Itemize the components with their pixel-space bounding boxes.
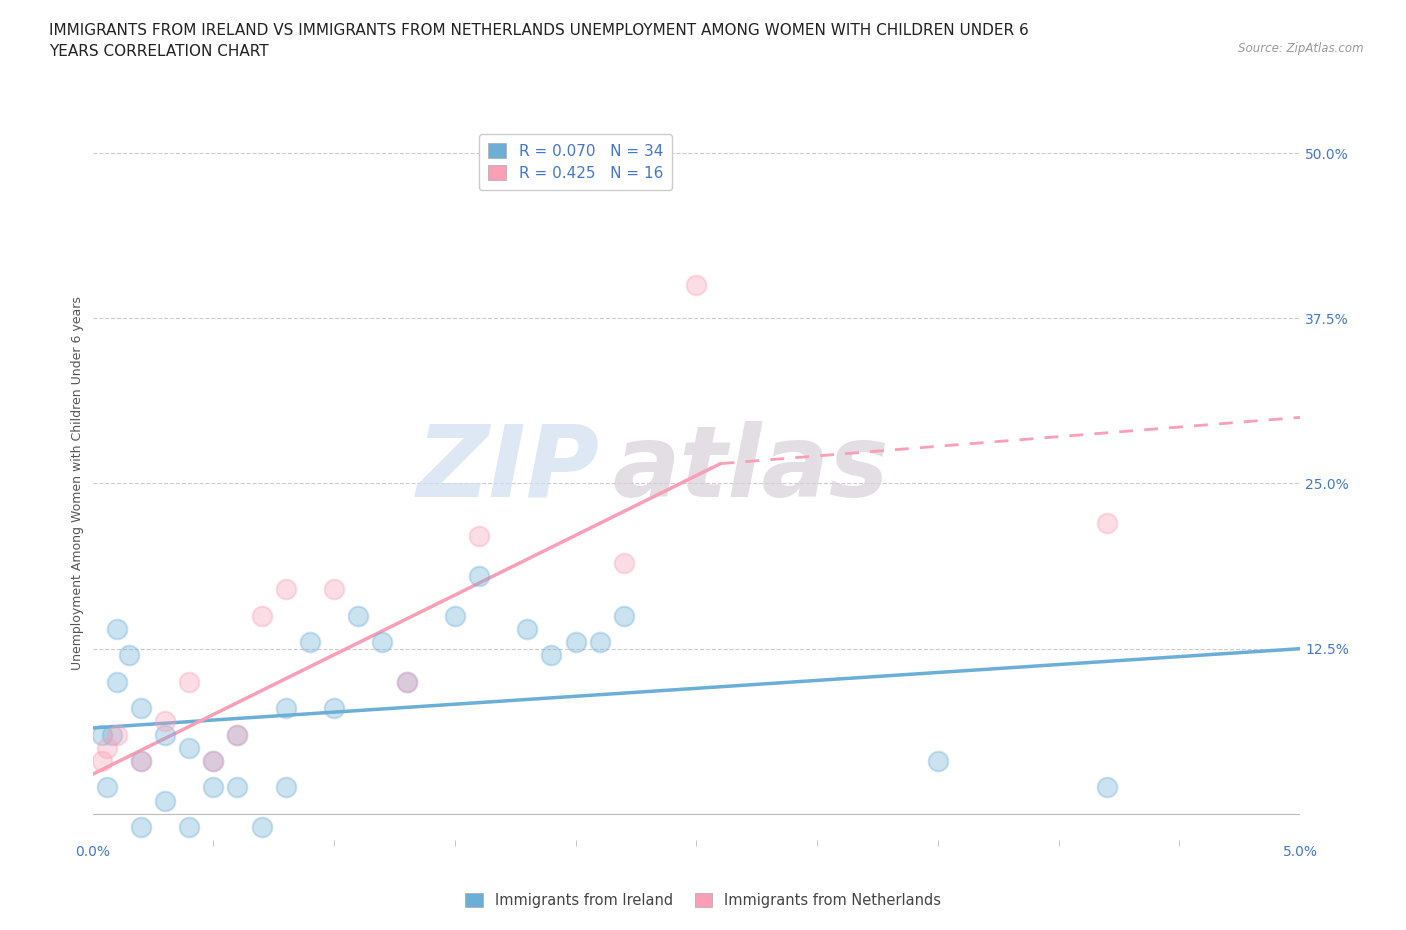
Legend: Immigrants from Ireland, Immigrants from Netherlands: Immigrants from Ireland, Immigrants from… <box>460 886 946 913</box>
Point <box>105 674 128 689</box>
Text: ZIP: ZIP <box>416 420 600 518</box>
Point <box>118 648 141 663</box>
Point <box>395 674 418 689</box>
Point <box>202 780 225 795</box>
Point <box>91 753 114 768</box>
Point <box>589 634 612 649</box>
Point <box>927 753 949 768</box>
Point <box>226 780 249 795</box>
Point <box>323 582 346 597</box>
Point <box>129 700 152 715</box>
Point <box>250 819 273 834</box>
Point <box>96 740 118 755</box>
Point <box>202 753 225 768</box>
Point <box>274 780 297 795</box>
Point <box>1095 515 1118 530</box>
Point <box>101 727 124 742</box>
Point <box>153 727 176 742</box>
Point <box>202 753 225 768</box>
Point <box>250 608 273 623</box>
Point <box>91 727 114 742</box>
Point <box>298 634 321 649</box>
Point <box>468 568 491 583</box>
Point <box>129 819 152 834</box>
Point <box>685 278 707 293</box>
Y-axis label: Unemployment Among Women with Children Under 6 years: Unemployment Among Women with Children U… <box>72 297 84 671</box>
Text: Source: ZipAtlas.com: Source: ZipAtlas.com <box>1239 42 1364 55</box>
Point <box>105 621 128 636</box>
Point <box>179 674 201 689</box>
Point <box>516 621 538 636</box>
Point <box>153 793 176 808</box>
Point <box>443 608 465 623</box>
Point <box>226 727 249 742</box>
Point <box>96 780 118 795</box>
Point <box>226 727 249 742</box>
Point <box>179 819 201 834</box>
Text: atlas: atlas <box>612 420 889 518</box>
Point <box>274 582 297 597</box>
Point <box>274 700 297 715</box>
Point <box>468 529 491 544</box>
Point <box>395 674 418 689</box>
Point <box>371 634 394 649</box>
Point <box>129 753 152 768</box>
Point <box>1095 780 1118 795</box>
Point <box>179 740 201 755</box>
Point <box>153 714 176 729</box>
Point <box>613 555 636 570</box>
Legend: R = 0.070   N = 34, R = 0.425   N = 16: R = 0.070 N = 34, R = 0.425 N = 16 <box>479 134 672 190</box>
Point <box>347 608 370 623</box>
Point <box>540 648 562 663</box>
Point <box>105 727 128 742</box>
Point <box>613 608 636 623</box>
Point <box>323 700 346 715</box>
Point <box>564 634 586 649</box>
Text: IMMIGRANTS FROM IRELAND VS IMMIGRANTS FROM NETHERLANDS UNEMPLOYMENT AMONG WOMEN : IMMIGRANTS FROM IRELAND VS IMMIGRANTS FR… <box>49 23 1029 60</box>
Point <box>129 753 152 768</box>
